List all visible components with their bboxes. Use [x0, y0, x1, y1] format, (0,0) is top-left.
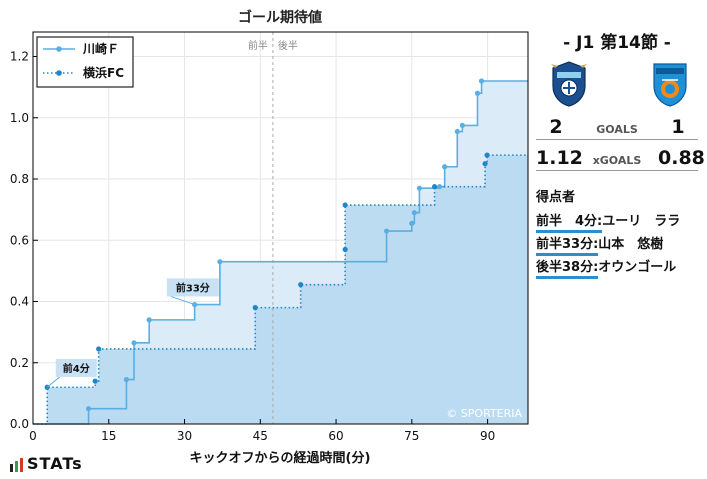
scorer-item: 前半33分:山本 悠樹	[536, 233, 663, 256]
data-point	[85, 406, 92, 412]
kawasaki-frontale-crest-icon	[549, 60, 589, 108]
data-point	[131, 340, 137, 346]
scorer-time: 前半33分:	[536, 233, 599, 256]
stats-logo-text: STATs	[27, 454, 83, 473]
stats-bar	[20, 458, 23, 472]
scorer-item: 後半38分:オウンゴール	[536, 256, 676, 279]
area-fill-away	[33, 155, 528, 425]
scorer-player: 山本 悠樹	[598, 237, 664, 252]
data-point	[474, 90, 481, 96]
xgoals-row: 1.12 xGOALS 0.88	[536, 147, 705, 169]
annotation-box	[166, 278, 219, 297]
match-summary-panel: - J1 第14節 - 2 GOALS 1 1.12 xGOALS 0.88 得…	[532, 0, 705, 479]
x-tick-label: 60	[328, 429, 343, 443]
x-tick-label: 75	[404, 429, 419, 443]
data-point	[342, 202, 348, 208]
y-tick-label: 0.8	[10, 172, 29, 186]
data-point	[123, 376, 130, 383]
data-point	[437, 184, 443, 190]
x-tick-label: 45	[253, 429, 268, 443]
halftime-marker: 前半 後半	[248, 32, 298, 424]
legend: 川崎Ｆ 横浜FC	[36, 36, 134, 88]
yokohama-fc-crest-icon	[650, 60, 690, 108]
x-axis-label: キックオフからの経過時間(分)	[190, 450, 371, 466]
xg-chart: ゴール期待値 前半 後半 前4分 前33分 0 15 30 45 60 75 90 0.0 0.2…	[10, 9, 529, 466]
data-point	[252, 305, 258, 311]
data-point	[454, 128, 460, 135]
data-point	[217, 259, 223, 265]
goals-label: GOALS	[596, 123, 638, 136]
series-markers	[44, 78, 490, 412]
x-tick-label: 90	[480, 429, 495, 443]
stats-bar	[15, 461, 18, 472]
legend-marker-home	[56, 46, 62, 52]
annotation-leader	[170, 295, 195, 306]
legend-box	[36, 36, 134, 88]
data-point	[383, 228, 390, 234]
data-point	[478, 78, 485, 84]
y-tick-label: 0.0	[10, 417, 29, 431]
stats-bars-icon	[10, 458, 23, 472]
xgoals-label: xGOALS	[592, 154, 642, 167]
scorer-item: 前半 4分:ユーリ ララ	[536, 210, 680, 233]
divider	[536, 170, 698, 171]
home-goals: 2	[549, 116, 563, 138]
annotation-label: 前33分	[176, 281, 210, 294]
annotation-box	[55, 358, 97, 377]
match-title: - J1 第14節 -	[563, 33, 671, 53]
legend-marker-away	[56, 70, 62, 76]
scorer-player: オウンゴール	[598, 260, 677, 275]
stats-logo: STATs	[10, 456, 83, 472]
scorer-time: 前半 4分:	[536, 210, 603, 233]
x-tick-label: 15	[101, 429, 116, 443]
y-tick-label: 0.4	[10, 295, 29, 309]
plot-frame	[32, 31, 529, 425]
scorers-title: 得点者	[536, 190, 576, 205]
halftime-label-first: 前半	[248, 39, 268, 52]
axis-ticks: 0 15 30 45 60 75 90 0.0 0.2 0.4 0.6 0.8 1.0 1.2	[10, 50, 495, 444]
scorer-time: 後半38分:	[536, 256, 599, 279]
data-point	[482, 161, 488, 167]
legend-label-home: 川崎Ｆ	[82, 41, 119, 56]
y-tick-label: 0.6	[10, 233, 29, 247]
y-tick-label: 1.2	[10, 50, 29, 64]
stats-bar	[10, 464, 13, 472]
data-point	[442, 164, 448, 170]
area-fills	[33, 81, 528, 425]
data-point	[146, 317, 152, 323]
away-goals: 1	[671, 116, 685, 138]
y-tick-label: 0.2	[10, 356, 29, 370]
annotation-label: 前4分	[63, 362, 90, 375]
data-point	[409, 220, 415, 227]
home-xg: 1.12	[536, 147, 583, 169]
series-line-away	[33, 154, 528, 425]
y-tick-label: 1.0	[10, 111, 29, 125]
x-tick-label: 0	[29, 429, 37, 443]
data-point	[96, 346, 102, 352]
goals-row: 2 GOALS 1	[536, 116, 698, 138]
away-xg: 0.88	[658, 147, 705, 169]
halftime-label-second: 後半	[278, 39, 298, 52]
data-point	[459, 122, 465, 129]
legend-label-away: 横浜FC	[83, 65, 124, 80]
chart-title: ゴール期待値	[238, 9, 322, 26]
data-point	[298, 282, 304, 288]
annotation-leader	[46, 376, 61, 388]
data-point	[342, 246, 348, 253]
data-point	[431, 184, 438, 190]
annotations: 前4分 前33分	[46, 278, 219, 388]
data-point	[484, 152, 490, 158]
data-point	[92, 378, 98, 384]
data-point	[411, 210, 417, 216]
x-tick-label: 30	[177, 429, 192, 443]
watermark: © SPORTERIA	[446, 407, 522, 420]
scorer-player: ユーリ ララ	[602, 214, 681, 229]
divider	[536, 139, 698, 140]
data-point	[416, 185, 423, 191]
